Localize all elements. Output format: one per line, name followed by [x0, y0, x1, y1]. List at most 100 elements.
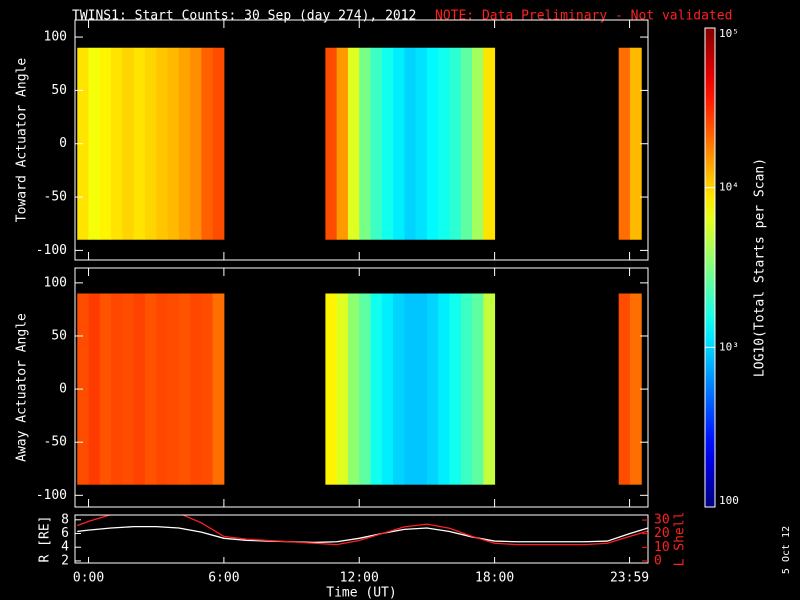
- heat-cell: [212, 293, 225, 485]
- heat-cell: [460, 47, 473, 240]
- heat-cell: [404, 293, 417, 485]
- heat-cell: [190, 47, 202, 240]
- heat-cell: [178, 47, 191, 240]
- series-line: [77, 515, 648, 546]
- colorbar: [704, 27, 716, 508]
- title: TWINS1: Start Counts: 30 Sep (day 274), …: [72, 9, 416, 24]
- colorbar-tick-label: 10⁴: [719, 181, 739, 194]
- heat-cell: [438, 47, 450, 240]
- note: NOTE: Data Preliminary - Not validated: [435, 9, 732, 24]
- colorbar-label: LOG10(Total Starts per Scan): [753, 158, 768, 377]
- x-tick-label: 0:00: [73, 571, 104, 586]
- heat-cell: [336, 47, 349, 240]
- heat-cell: [111, 47, 123, 240]
- heat-cell: [483, 293, 496, 485]
- heat-cell: [370, 47, 383, 240]
- x-axis-label: Time (UT): [326, 586, 396, 600]
- heat-cell: [77, 293, 90, 485]
- heat-cell: [618, 293, 631, 485]
- heat-cell: [201, 293, 214, 485]
- heat-cell: [393, 293, 405, 485]
- axis-box: [74, 514, 649, 564]
- heat-cell: [438, 293, 450, 485]
- y-tick-label: -100: [36, 488, 67, 503]
- heat-cell: [88, 47, 101, 240]
- heat-cell: [393, 47, 405, 240]
- heat-cell: [618, 47, 631, 240]
- heat-cell: [460, 293, 473, 485]
- x-tick-label: 12:00: [340, 571, 379, 586]
- heat-cell: [381, 293, 394, 485]
- heat-cell: [426, 293, 439, 485]
- x-tick-label: 18:00: [475, 571, 514, 586]
- heat-cell: [111, 293, 123, 485]
- y-tick-label: 6: [61, 526, 69, 541]
- x-tick-label: 6:00: [208, 571, 239, 586]
- colorbar-tick-label: 10³: [719, 340, 739, 353]
- heat-cell: [359, 293, 372, 485]
- y-tick-label: 0: [59, 382, 67, 397]
- heat-cell: [122, 293, 135, 485]
- heat-cell: [472, 293, 484, 485]
- heat-cell: [629, 293, 642, 485]
- y2-tick-label: 30: [654, 513, 670, 528]
- heat-cell: [133, 47, 146, 240]
- heat-cell: [347, 293, 360, 485]
- heat-cell: [415, 293, 428, 485]
- y-tick-label: 2: [61, 553, 69, 568]
- heat-cell: [156, 293, 168, 485]
- y2-tick-label: 10: [654, 540, 670, 555]
- heat-cell: [99, 47, 112, 240]
- x-tick-label: 23:59: [610, 571, 649, 586]
- y-tick-label: 100: [44, 30, 67, 45]
- colorbar-tick-label: 100: [719, 494, 739, 507]
- y-tick-label: -100: [36, 243, 67, 258]
- heat-cell: [483, 47, 496, 240]
- heat-cell: [404, 47, 417, 240]
- y-tick-label: 50: [51, 83, 67, 98]
- y-tick-label: 100: [44, 275, 67, 290]
- y2-axis-label: L Shell: [673, 512, 688, 567]
- series-line: [77, 526, 648, 544]
- heat-cell: [325, 47, 338, 240]
- heat-cell: [449, 293, 462, 485]
- heat-cell: [347, 47, 360, 240]
- heat-cell: [426, 47, 439, 240]
- heat-cell: [133, 293, 146, 485]
- heat-cell: [336, 293, 349, 485]
- y2-tick-label: 0: [654, 553, 662, 568]
- heat-cell: [156, 47, 168, 240]
- heat-cell: [629, 47, 642, 240]
- heat-cell: [77, 47, 90, 240]
- heat-cell: [370, 293, 383, 485]
- y-tick-label: 50: [51, 328, 67, 343]
- heat-cell: [167, 293, 180, 485]
- heat-cell: [325, 293, 338, 485]
- heat-cell: [449, 47, 462, 240]
- heat-cell: [381, 47, 394, 240]
- heat-cell: [178, 293, 191, 485]
- y-tick-label: 4: [61, 540, 69, 555]
- y-axis-label: Toward Actuator Angle: [15, 58, 30, 223]
- y-axis-label: R [RE]: [38, 516, 53, 563]
- heat-cell: [88, 293, 101, 485]
- y-axis-label: Away Actuator Angle: [15, 313, 30, 462]
- heat-cell: [99, 293, 112, 485]
- heat-cell: [201, 47, 214, 240]
- heat-cell: [122, 47, 135, 240]
- heat-cell: [472, 47, 484, 240]
- heat-cell: [144, 47, 157, 240]
- y-tick-label: 8: [61, 512, 69, 527]
- heat-cell: [167, 47, 180, 240]
- heat-cell: [212, 47, 225, 240]
- y-tick-label: -50: [44, 435, 67, 450]
- y-tick-label: 0: [59, 136, 67, 151]
- heat-cell: [144, 293, 157, 485]
- axis-box: [74, 267, 649, 508]
- axis-box: [74, 19, 649, 261]
- y2-tick-label: 20: [654, 526, 670, 541]
- y-tick-label: -50: [44, 190, 67, 205]
- heat-cell: [190, 293, 202, 485]
